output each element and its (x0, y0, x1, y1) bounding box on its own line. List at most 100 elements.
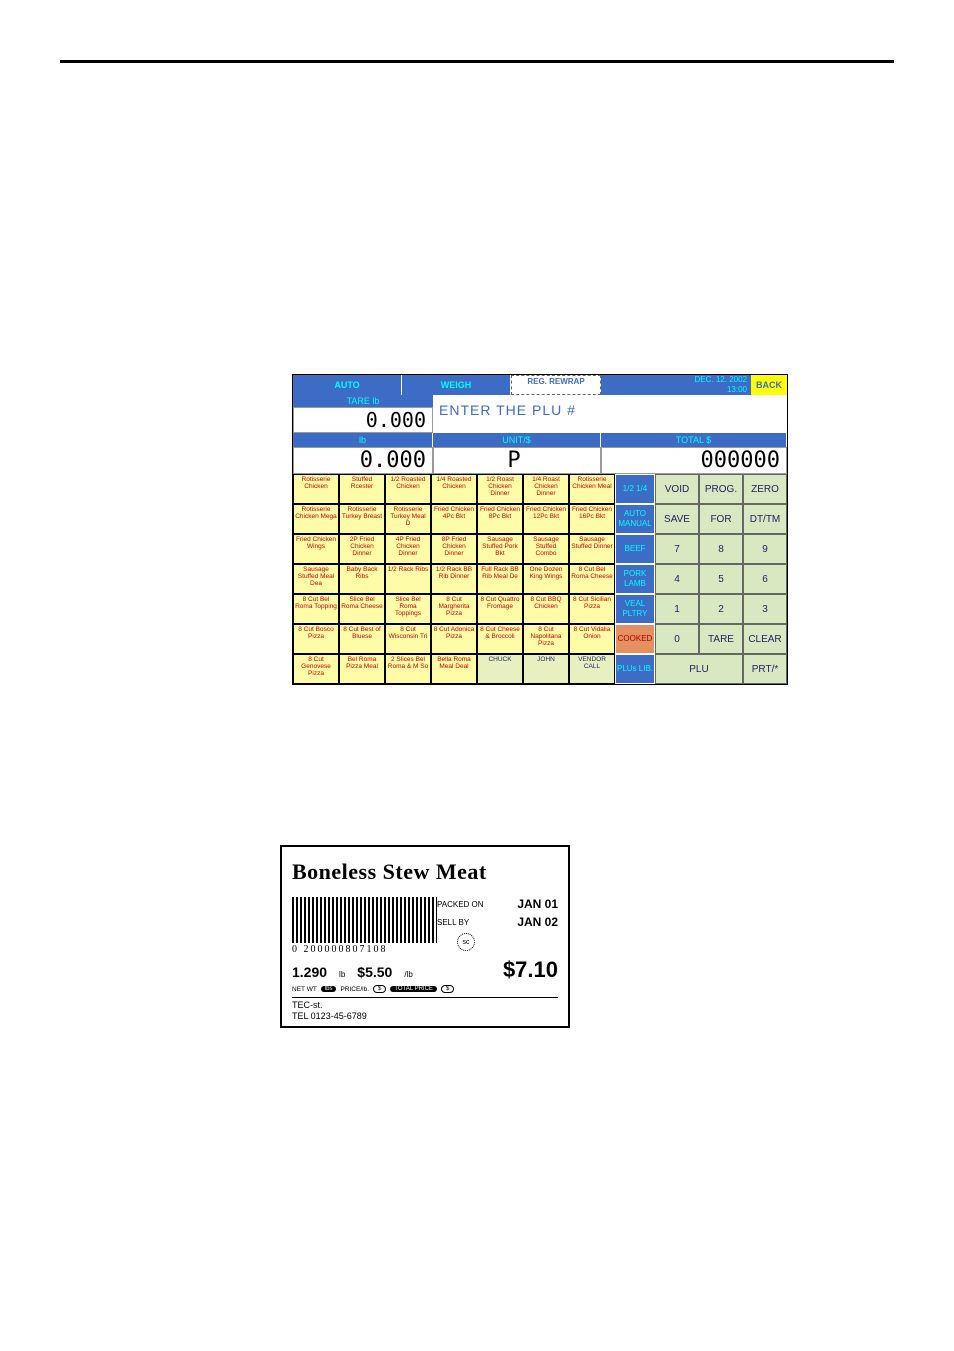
plu-button[interactable]: Slice Bel Roma Cheese (339, 594, 385, 624)
packed-on-value: JAN 01 (517, 897, 558, 911)
plu-button[interactable]: 8 Cut Genovese Pizza (293, 654, 339, 684)
plu-button[interactable]: Bella Roma Meal Deal (431, 654, 477, 684)
sell-by-value: JAN 02 (517, 915, 558, 929)
plu-button[interactable]: Rotisserie Chicken Mega (293, 504, 339, 534)
plu-button[interactable]: 8 Cut Adonica Pizza (431, 624, 477, 654)
horizontal-rule (60, 60, 894, 63)
category-button[interactable]: PLUs LIB. (615, 654, 655, 684)
mode-weigh-pill[interactable]: WEIGH (402, 375, 511, 395)
tare-value: 0.000 (293, 407, 433, 433)
keypad-button[interactable]: SAVE (655, 504, 699, 534)
plu-button[interactable]: Fried Chicken 4Pc Bkt (431, 504, 477, 534)
keypad-button[interactable]: 3 (743, 594, 787, 624)
lb-header: lb (293, 433, 433, 447)
barcode-number: 0 200000807108 (292, 944, 437, 955)
price-label: Boneless Stew Meat 0 200000807108 PACKED… (280, 845, 570, 1028)
category-button[interactable]: AUTO MANUAL (615, 504, 655, 534)
plu-button[interactable]: 8P Fried Chicken Dinner (431, 534, 477, 564)
back-button[interactable]: BACK (751, 375, 787, 395)
tare-label: TARE lb (293, 395, 433, 407)
operator-button[interactable]: VENDOR CALL (569, 654, 615, 684)
plu-button[interactable]: 8 Cut Napolitana Pizza (523, 624, 569, 654)
keypad-button[interactable]: 5 (699, 564, 743, 594)
plu-button[interactable]: Rotisserie Chicken Meal (569, 474, 615, 504)
plu-button[interactable]: 1/2 Roasted Chicken (385, 474, 431, 504)
plu-button[interactable]: 1/2 Rack Ribs (385, 564, 431, 594)
keypad-button[interactable]: 1 (655, 594, 699, 624)
category-button[interactable]: BEEF (615, 534, 655, 564)
rewrap-status: REG. REWRAP (511, 375, 601, 395)
keypad-button[interactable]: FOR (699, 504, 743, 534)
plu-button[interactable]: Slice Bel Roma Toppings (385, 594, 431, 624)
plu-button[interactable]: 8 Cut Vidalia Onion (569, 624, 615, 654)
pos-screen: AUTO WEIGH REG. REWRAP DEC. 12. 200213:0… (292, 374, 788, 685)
plu-button[interactable]: One Dozen King Wings (523, 564, 569, 594)
plu-button[interactable]: 1/4 Roasted Chicken (431, 474, 477, 504)
print-button[interactable]: PRT/* (743, 654, 787, 684)
keypad-button[interactable]: VOID (655, 474, 699, 504)
plu-button[interactable]: Sausage Stuffed Meal Dea (293, 564, 339, 594)
plu-button[interactable]: Sausage Stuffed Dinner (569, 534, 615, 564)
plu-button[interactable]: Sausage Stuffed Pork Bkt (477, 534, 523, 564)
keypad-button[interactable]: 6 (743, 564, 787, 594)
plu-button[interactable]: Bel Roma Pizza Meal (339, 654, 385, 684)
keypad-button[interactable]: DT/TM (743, 504, 787, 534)
total-price: $7.10 (503, 957, 558, 983)
safe-handling-icon: sc (457, 933, 475, 951)
plu-button-main[interactable]: PLU (655, 654, 743, 684)
plu-grid: Rotisserie ChickenStuffed Rcester1/2 Roa… (293, 474, 615, 684)
plu-button[interactable]: 1/4 Roast Chicken Dinner (523, 474, 569, 504)
plu-button[interactable]: Fried Chicken 12Pc Bkt (523, 504, 569, 534)
plu-button[interactable]: 8 Cut Bel Roma Cheese (569, 564, 615, 594)
keypad-button[interactable]: 2 (699, 594, 743, 624)
keypad-button[interactable]: PROG. (699, 474, 743, 504)
weight-unit: lb (339, 970, 345, 979)
plu-button[interactable]: 8 Cut Margherita Pizza (431, 594, 477, 624)
plu-button[interactable]: 1/2 Rack BB Rib Dinner (431, 564, 477, 594)
mode-auto-pill[interactable]: AUTO (293, 375, 402, 395)
plu-button[interactable]: 8 Cut BBQ Chicken (523, 594, 569, 624)
plu-button[interactable]: 8 Cut Sicilian Pizza (569, 594, 615, 624)
plu-button[interactable]: 8 Cut Bel Roma Topping (293, 594, 339, 624)
plu-button[interactable]: 8 Cut Quattro Fromage (477, 594, 523, 624)
total-value: 000000 (601, 447, 787, 474)
plu-button[interactable]: 8 Cut Bosco Pizza (293, 624, 339, 654)
category-button[interactable]: PORK LAMB (615, 564, 655, 594)
plu-button[interactable]: 8 Cut Best of Bluese (339, 624, 385, 654)
plu-button[interactable]: Rotisserie Chicken (293, 474, 339, 504)
unit-header: UNIT/$ (433, 433, 601, 447)
plu-button[interactable]: Full Rack BB Rib Meal De (477, 564, 523, 594)
plu-button[interactable]: Fried Chicken 8Pc Bkt (477, 504, 523, 534)
plu-button[interactable]: Rotisserie Turkey Breast (339, 504, 385, 534)
plu-button[interactable]: 2 Slices Bel Roma & M So (385, 654, 431, 684)
barcode-bars (292, 897, 437, 943)
plu-button[interactable]: 1/2 Roast Chicken Dinner (477, 474, 523, 504)
plu-button[interactable]: Rotisserie Turkey Meal D (385, 504, 431, 534)
price-per-lb-unit: /lb (404, 970, 412, 979)
category-button[interactable]: VEAL PLTRY (615, 594, 655, 624)
operator-button[interactable]: JOHN (523, 654, 569, 684)
category-button[interactable]: COOKED (615, 624, 655, 654)
plu-button[interactable]: Fried Chicken Wings (293, 534, 339, 564)
plu-button[interactable]: 8 Cut Cheese & Broccoli (477, 624, 523, 654)
keypad-button[interactable]: 0 (655, 624, 699, 654)
plu-button[interactable]: Sausage Stuffed Combo (523, 534, 569, 564)
plu-button[interactable]: Fried Chicken 16Pc Bkt (569, 504, 615, 534)
plu-button[interactable]: 2P Fried Chicken Dinner (339, 534, 385, 564)
category-button[interactable]: 1/2 1/4 (615, 474, 655, 504)
keypad-button[interactable]: 4 (655, 564, 699, 594)
keypad-button[interactable]: CLEAR (743, 624, 787, 654)
keypad-button[interactable]: 8 (699, 534, 743, 564)
keypad-button[interactable]: ZERO (743, 474, 787, 504)
prompt-text: ENTER THE PLU # (433, 395, 787, 433)
operator-button[interactable]: CHUCK (477, 654, 523, 684)
keypad-button[interactable]: TARE (699, 624, 743, 654)
keypad-button[interactable]: 7 (655, 534, 699, 564)
keypad-button[interactable]: 9 (743, 534, 787, 564)
plu-button[interactable]: Baby Back Ribs (339, 564, 385, 594)
weight-value: 1.290 (292, 964, 327, 980)
plu-button[interactable]: 8 Cut Wisconsin Tri (385, 624, 431, 654)
unit-value: P (433, 447, 601, 474)
plu-button[interactable]: Stuffed Rcester (339, 474, 385, 504)
plu-button[interactable]: 4P Fried Chicken Dinner (385, 534, 431, 564)
